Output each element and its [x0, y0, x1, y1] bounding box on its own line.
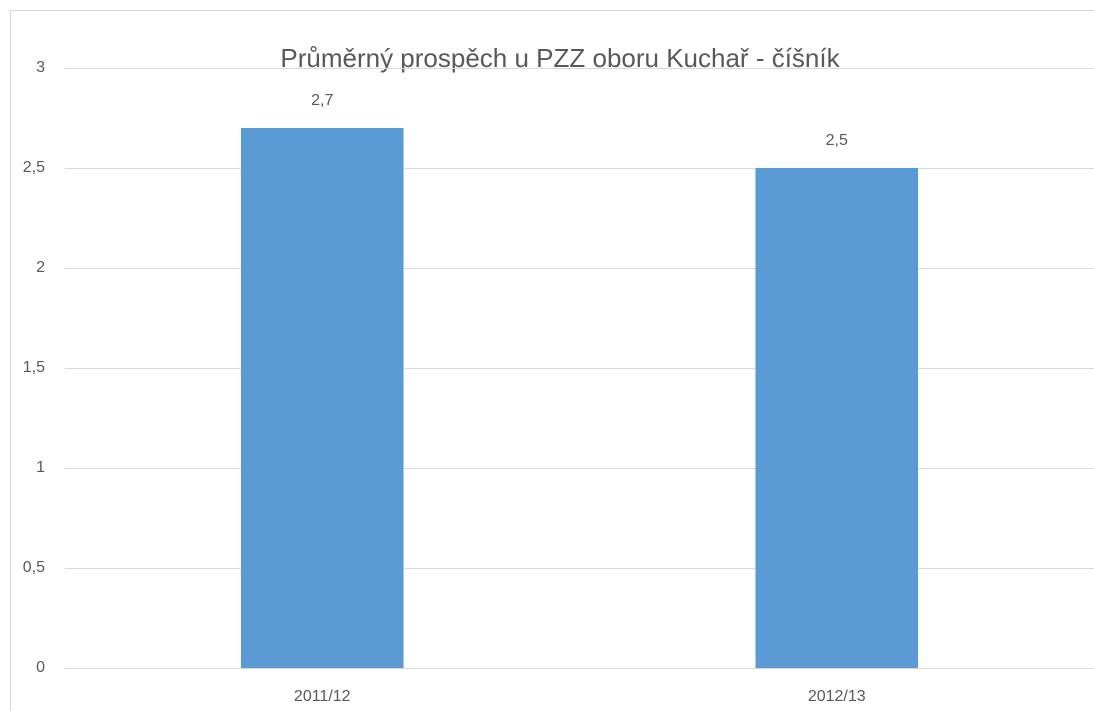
- y-tick-label: 2,5: [23, 159, 45, 176]
- data-label: 2,7: [311, 92, 333, 109]
- y-tick-label: 1,5: [23, 359, 45, 376]
- bar: [240, 128, 404, 668]
- chart-border: [10, 10, 1094, 711]
- y-tick-label: 1: [36, 459, 45, 476]
- y-tick-label: 0,5: [23, 559, 45, 576]
- chart-title: Průměrný prospěch u PZZ oboru Kuchař - č…: [280, 43, 840, 73]
- y-tick-label: 0: [36, 659, 45, 676]
- data-label: 2,5: [826, 132, 848, 149]
- x-tick-label: 2012/13: [808, 688, 866, 705]
- y-tick-label: 2: [36, 259, 45, 276]
- y-tick-label: 3: [36, 59, 45, 76]
- bar: [755, 168, 919, 668]
- x-tick-label: 2011/12: [294, 688, 351, 705]
